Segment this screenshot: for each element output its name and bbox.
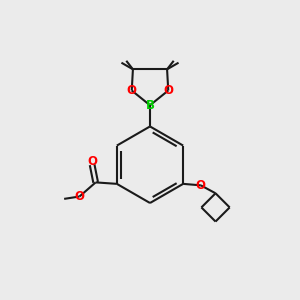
Text: O: O (127, 84, 137, 97)
Text: O: O (87, 155, 97, 168)
Text: O: O (163, 84, 173, 97)
Text: O: O (74, 190, 85, 203)
Text: B: B (146, 99, 154, 112)
Text: O: O (196, 179, 206, 192)
